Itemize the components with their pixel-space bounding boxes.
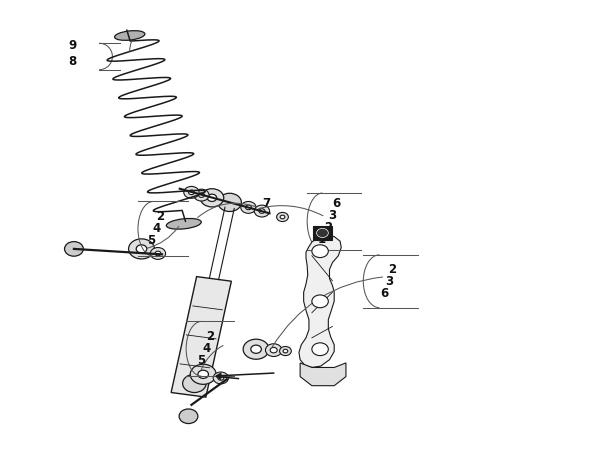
- Text: 2: 2: [324, 221, 332, 234]
- Polygon shape: [300, 363, 346, 386]
- Circle shape: [280, 215, 285, 219]
- Circle shape: [280, 346, 291, 356]
- Text: 4: 4: [152, 222, 160, 235]
- Circle shape: [129, 239, 154, 259]
- Circle shape: [198, 193, 204, 198]
- Text: 3: 3: [385, 275, 393, 288]
- Circle shape: [283, 349, 288, 353]
- Text: 5: 5: [197, 354, 206, 367]
- Circle shape: [155, 251, 161, 256]
- Text: 5: 5: [147, 234, 155, 247]
- Circle shape: [312, 295, 328, 308]
- Circle shape: [182, 374, 206, 392]
- Circle shape: [259, 209, 265, 213]
- Polygon shape: [299, 235, 341, 368]
- Text: 6: 6: [381, 286, 389, 300]
- Text: 8: 8: [68, 55, 76, 68]
- Circle shape: [312, 343, 328, 356]
- Circle shape: [251, 345, 261, 353]
- Circle shape: [266, 344, 282, 357]
- Circle shape: [316, 228, 328, 238]
- Text: 1: 1: [318, 233, 326, 246]
- Circle shape: [184, 186, 199, 198]
- Circle shape: [243, 339, 269, 359]
- Circle shape: [241, 201, 256, 213]
- Circle shape: [207, 194, 217, 201]
- Text: 9: 9: [68, 39, 76, 52]
- Circle shape: [255, 205, 269, 217]
- Ellipse shape: [114, 31, 145, 40]
- Circle shape: [188, 190, 195, 195]
- Circle shape: [136, 245, 147, 253]
- Circle shape: [194, 189, 209, 201]
- Text: 2: 2: [156, 210, 164, 223]
- Circle shape: [312, 245, 328, 257]
- Circle shape: [198, 370, 209, 379]
- Circle shape: [270, 347, 277, 353]
- Ellipse shape: [166, 218, 201, 229]
- Text: 4: 4: [202, 342, 211, 355]
- Circle shape: [64, 242, 83, 256]
- Circle shape: [179, 409, 198, 424]
- Circle shape: [277, 212, 288, 221]
- Text: 2: 2: [388, 263, 397, 276]
- Text: 6: 6: [332, 197, 341, 210]
- Circle shape: [245, 205, 252, 209]
- Circle shape: [213, 372, 228, 384]
- Circle shape: [218, 376, 224, 380]
- Polygon shape: [171, 276, 231, 397]
- Circle shape: [218, 193, 241, 211]
- Text: 7: 7: [262, 197, 270, 210]
- Text: 2: 2: [206, 331, 214, 343]
- Circle shape: [151, 247, 166, 259]
- Circle shape: [200, 189, 224, 207]
- Text: 3: 3: [328, 209, 337, 222]
- Circle shape: [190, 364, 216, 384]
- Bar: [313, 226, 332, 240]
